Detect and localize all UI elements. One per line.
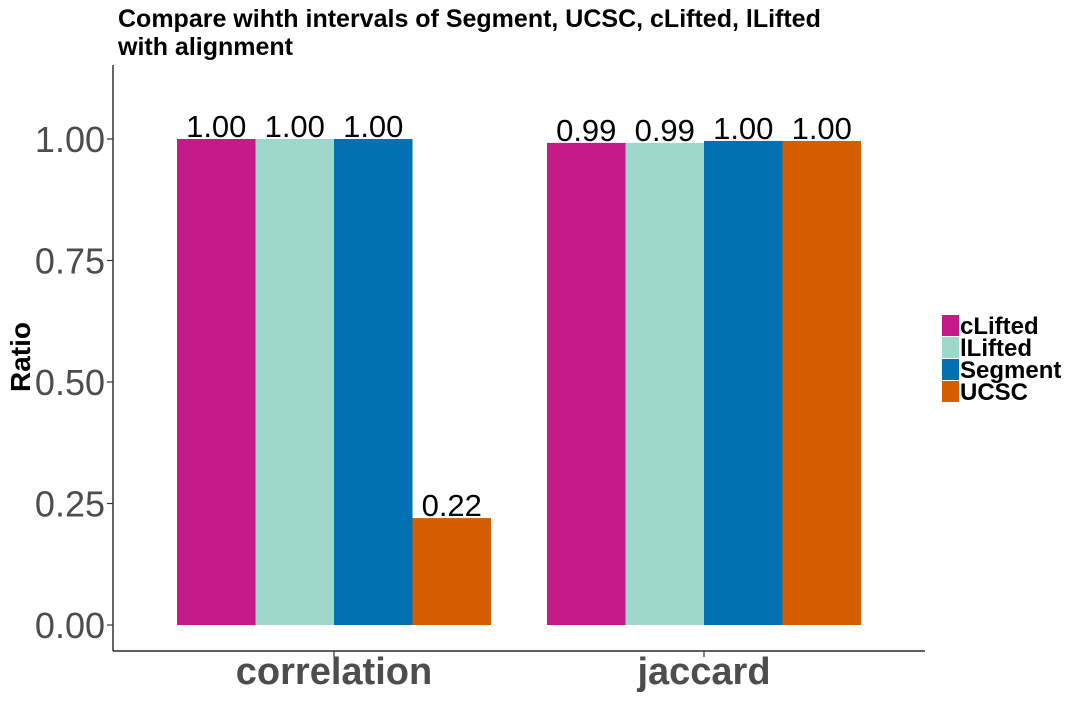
bar-lLifted-jaccard bbox=[625, 142, 704, 625]
data-label-Segment-correlation: 1.00 bbox=[343, 109, 403, 144]
data-label-lLifted-correlation: 1.00 bbox=[265, 109, 325, 144]
y-axis-label: Ratio bbox=[5, 322, 36, 392]
chart-title-line-2: with alignment bbox=[117, 33, 294, 61]
legend-label-lLifted: lLifted bbox=[960, 335, 1032, 362]
y-tick-label: 1.00 bbox=[35, 119, 105, 160]
chart-title: Compare wihth intervals of Segment, UCSC… bbox=[117, 5, 821, 61]
bar-cLifted-correlation bbox=[177, 139, 256, 625]
data-label-cLifted-jaccard: 0.99 bbox=[556, 113, 616, 148]
y-tick-label: 0.50 bbox=[35, 362, 105, 403]
legend-label-cLifted: cLifted bbox=[960, 313, 1039, 340]
y-tick-label: 0.25 bbox=[35, 484, 105, 525]
bar-Segment-correlation bbox=[334, 139, 413, 625]
plot-area: 0.00 0.25 0.50 0.75 1.00 1.00 1.00 1.00 0.22 corr… bbox=[35, 65, 925, 693]
bar-lLifted-correlation bbox=[255, 139, 334, 625]
bar-UCSC-jaccard bbox=[782, 140, 861, 625]
x-tick-label-jaccard: jaccard bbox=[636, 651, 770, 693]
data-label-UCSC-jaccard: 1.00 bbox=[792, 111, 852, 146]
bar-cLifted-jaccard bbox=[547, 142, 626, 625]
y-tick-label: 0.00 bbox=[35, 605, 105, 646]
data-label-cLifted-correlation: 1.00 bbox=[186, 109, 246, 144]
legend-swatch-UCSC bbox=[942, 381, 959, 402]
bar-UCSC-correlation bbox=[412, 518, 491, 625]
data-label-lLifted-jaccard: 0.99 bbox=[635, 113, 695, 148]
legend-swatch-cLifted bbox=[942, 315, 959, 336]
bar-Segment-jaccard bbox=[704, 140, 783, 625]
legend-swatch-Segment bbox=[942, 359, 959, 380]
data-label-Segment-jaccard: 1.00 bbox=[713, 111, 773, 146]
data-label-UCSC-correlation: 0.22 bbox=[422, 488, 482, 523]
y-tick-label: 0.75 bbox=[35, 241, 105, 282]
legend-label-Segment: Segment bbox=[960, 357, 1061, 384]
legend-swatch-lLifted bbox=[942, 337, 959, 358]
legend-label-UCSC: UCSC bbox=[960, 379, 1028, 406]
x-tick-label-correlation: correlation bbox=[236, 651, 432, 693]
chart-title-line-1: Compare wihth intervals of Segment, UCSC… bbox=[118, 5, 821, 33]
